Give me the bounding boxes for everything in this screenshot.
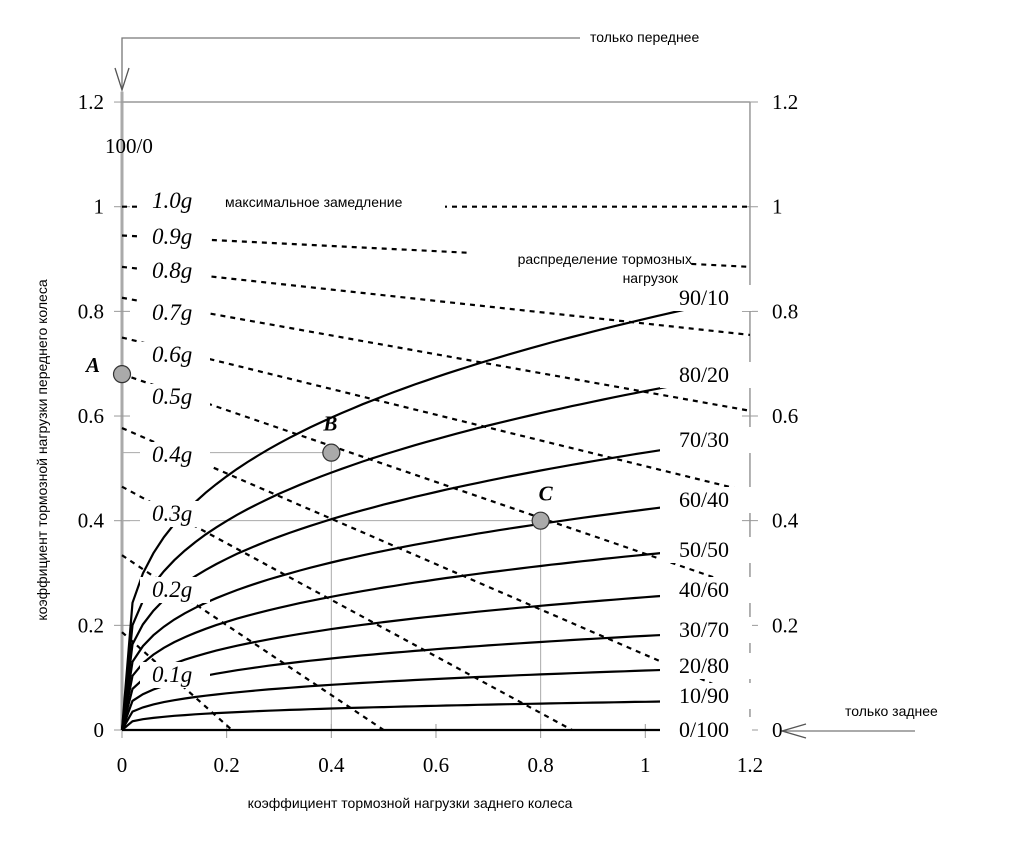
label-bg [140, 384, 210, 410]
front-only-label: только переднее [590, 29, 699, 45]
distribution-curves [120, 294, 751, 732]
point-C [531, 511, 550, 530]
label-bg [140, 577, 210, 603]
y-tick-label: 0.8 [78, 299, 104, 323]
distribution-curve-40-60 [120, 588, 751, 731]
chart-labels: 0 0.2 0.4 0.6 0.8 1 1.20 00.2 0.20.4 0.40.6 0.60.8… [34, 29, 938, 811]
deceleration-label: 0.4g [152, 442, 192, 467]
y-tick-label: 1.2 [78, 90, 104, 114]
label-bg [660, 362, 752, 388]
max-decel-label: максимальное замедление [225, 194, 403, 210]
curve-label: 30/70 [679, 617, 729, 642]
chart-points [112, 365, 550, 530]
distribution-curve-30-70 [120, 629, 751, 731]
distribution-label: нагрузок [623, 270, 679, 286]
curve-label: 10/90 [679, 683, 729, 708]
curve-label: 70/30 [679, 427, 729, 452]
x-tick-label: 1.2 [737, 753, 763, 777]
distribution-curve-80-20 [120, 371, 751, 731]
point-label: A [84, 353, 100, 377]
y-tick-label: 0.4 [78, 509, 105, 533]
label-bg [140, 300, 210, 326]
distribution-curve-70-30 [120, 435, 751, 731]
distribution-label: распределение тормозных [518, 251, 692, 267]
curve-label: 80/20 [679, 362, 729, 387]
y-tick-label-right: 1 [772, 195, 783, 219]
y-tick-label-right: 0.8 [772, 299, 798, 323]
label-bg [140, 342, 210, 368]
label-bg [205, 185, 445, 215]
curve-label: 40/60 [679, 577, 729, 602]
deceleration-line-0.5g [121, 373, 751, 591]
x-tick-label: 0.2 [214, 753, 240, 777]
label-bg [660, 717, 752, 743]
deceleration-label: 0.9g [152, 224, 192, 249]
y-tick-label: 0.6 [78, 404, 104, 428]
down-arrow-icon [114, 67, 130, 93]
label-bg [140, 442, 210, 468]
deceleration-label: 0.2g [152, 577, 192, 602]
deceleration-label: 0.6g [152, 342, 192, 367]
deceleration-line-0.6g [121, 336, 751, 493]
deceleration-label: 0.5g [152, 384, 192, 409]
y-tick-label: 0 [94, 718, 105, 742]
deceleration-line-0.7g [121, 296, 751, 412]
y-tick-label-right: 0.6 [772, 404, 798, 428]
curve-label: 60/40 [679, 487, 729, 512]
point-A [112, 365, 132, 384]
label-bg [140, 188, 210, 214]
deceleration-label: 0.7g [152, 300, 192, 325]
y-tick-label-right: 0.2 [772, 613, 798, 637]
label-bg [140, 662, 210, 688]
deceleration-line-0.4g [121, 427, 751, 702]
x-tick-label: 1 [640, 753, 651, 777]
label-bg [140, 501, 210, 527]
label-bg [660, 683, 752, 709]
label-bg [660, 653, 752, 679]
label-bg [140, 258, 210, 284]
front-only-arrow-line [121, 37, 580, 88]
curve-label: 50/50 [679, 537, 729, 562]
y-tick-label-right: 0.4 [772, 509, 799, 533]
distribution-curve-60-40 [120, 496, 751, 731]
distribution-curve-20-80 [121, 666, 751, 731]
top-ratio-label: 100/0 [105, 134, 153, 158]
deceleration-label: 1.0g [152, 188, 192, 213]
y-tick-label-right: 0 [772, 718, 783, 742]
curve-label: 0/100 [679, 717, 729, 742]
label-bg [660, 427, 752, 453]
curve-label: 20/80 [679, 653, 729, 678]
distribution-curve-10-90 [121, 699, 751, 731]
label-bg [660, 617, 752, 643]
deceleration-label: 0.3g [152, 501, 192, 526]
point-label: B [322, 412, 337, 436]
x-tick-label: 0 [117, 753, 128, 777]
rear-only-label: только заднее [845, 703, 938, 719]
distribution-curve-90-10 [120, 294, 751, 731]
y-tick-label: 0.2 [78, 613, 104, 637]
x-tick-label: 0.4 [318, 753, 345, 777]
x-tick-label: 0.8 [528, 753, 554, 777]
x-axis-label: коэффициент тормозной нагрузки заднего к… [248, 795, 573, 811]
x-tick-label: 0.6 [423, 753, 449, 777]
y-tick-label: 1 [94, 195, 105, 219]
point-label: C [539, 482, 554, 506]
label-bg [660, 487, 752, 513]
deceleration-label: 0.8g [152, 258, 192, 283]
label-bg [140, 224, 210, 250]
label-bg [660, 537, 752, 563]
label-bg [660, 577, 752, 603]
y-tick-label-right: 1.2 [772, 90, 798, 114]
label-bg [470, 245, 690, 290]
y-axis-label: коэффициент тормозной нагрузки переднего… [34, 279, 50, 620]
deceleration-label: 0.1g [152, 662, 192, 687]
left-arrow-icon [779, 723, 807, 739]
point-B [322, 443, 341, 462]
